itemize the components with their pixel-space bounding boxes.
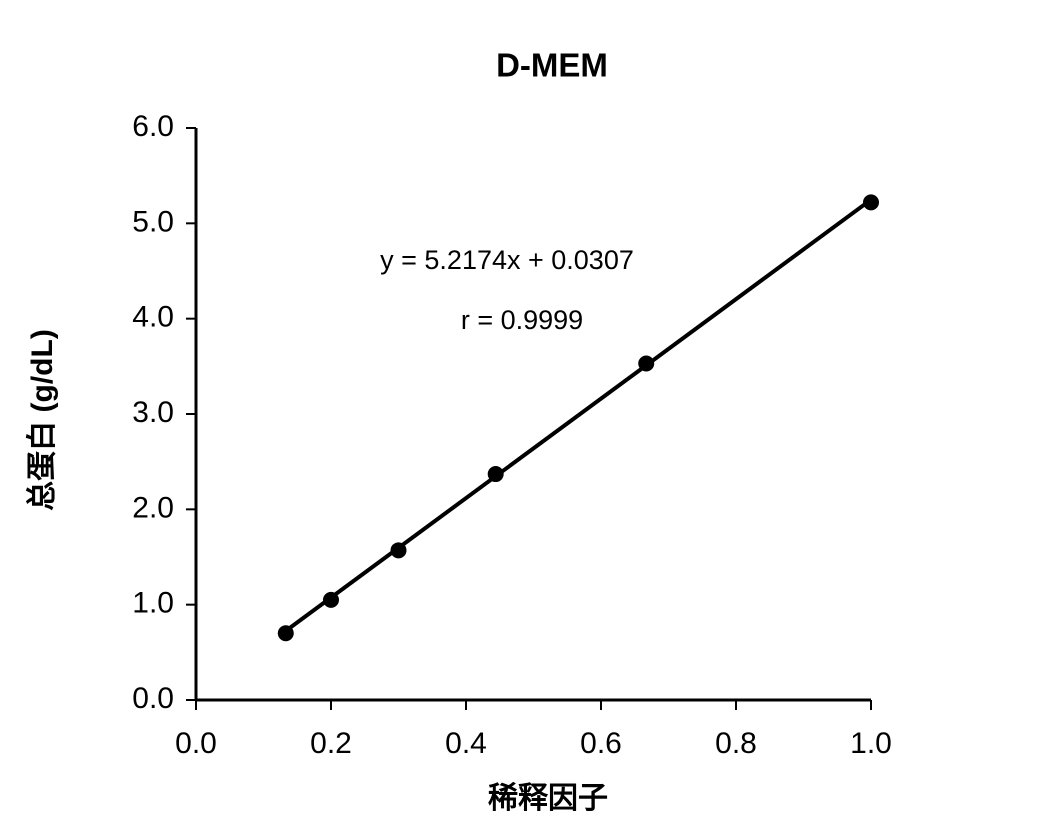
data-point [487, 466, 504, 483]
y-tick-label: 4.0 [132, 301, 174, 334]
x-tick-label: 0.4 [445, 727, 487, 760]
y-tick-label: 2.0 [132, 491, 174, 524]
x-tick-label: 0.6 [580, 727, 622, 760]
x-tick-label: 0.2 [310, 727, 352, 760]
y-tick-label: 3.0 [132, 396, 174, 429]
y-tick-label: 6.0 [132, 110, 174, 143]
data-point [323, 591, 339, 608]
data-point [390, 542, 407, 559]
data-point [277, 625, 294, 642]
r-label: r = 0.9999 [461, 305, 583, 335]
y-tick-label: 5.0 [132, 205, 174, 238]
x-tick-label: 1.0 [850, 727, 892, 760]
data-point [863, 194, 879, 211]
x-tick-label: 0.8 [715, 727, 757, 760]
x-tick-label: 0.0 [175, 727, 217, 760]
y-axis-label: 总蛋白 (g/dL) [26, 329, 59, 511]
data-point [638, 355, 655, 372]
chart-title: D-MEM [496, 47, 608, 84]
y-tick-label: 0.0 [132, 682, 174, 715]
y-tick-label: 1.0 [132, 587, 174, 620]
x-axis-label: 稀释因子 [488, 782, 608, 815]
equation-label: y = 5.2174x + 0.0307 [380, 245, 634, 275]
trendline [284, 198, 873, 633]
